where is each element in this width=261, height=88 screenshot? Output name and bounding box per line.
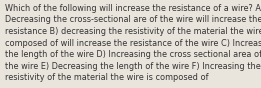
Text: resistivity of the material the wire is composed of: resistivity of the material the wire is … bbox=[5, 73, 208, 82]
Text: composed of will increase the resistance of the wire C) Increasing: composed of will increase the resistance… bbox=[5, 39, 261, 48]
Text: the wire E) Decreasing the length of the wire F) Increasing the: the wire E) Decreasing the length of the… bbox=[5, 62, 260, 71]
Text: resistance B) decreasing the resistivity of the material the wire is: resistance B) decreasing the resistivity… bbox=[5, 27, 261, 36]
Text: the length of the wire D) Increasing the cross sectional area of: the length of the wire D) Increasing the… bbox=[5, 50, 261, 59]
Text: Decreasing the cross-sectional are of the wire will increase the: Decreasing the cross-sectional are of th… bbox=[5, 15, 261, 24]
Text: Which of the following will increase the resistance of a wire? A): Which of the following will increase the… bbox=[5, 4, 261, 13]
